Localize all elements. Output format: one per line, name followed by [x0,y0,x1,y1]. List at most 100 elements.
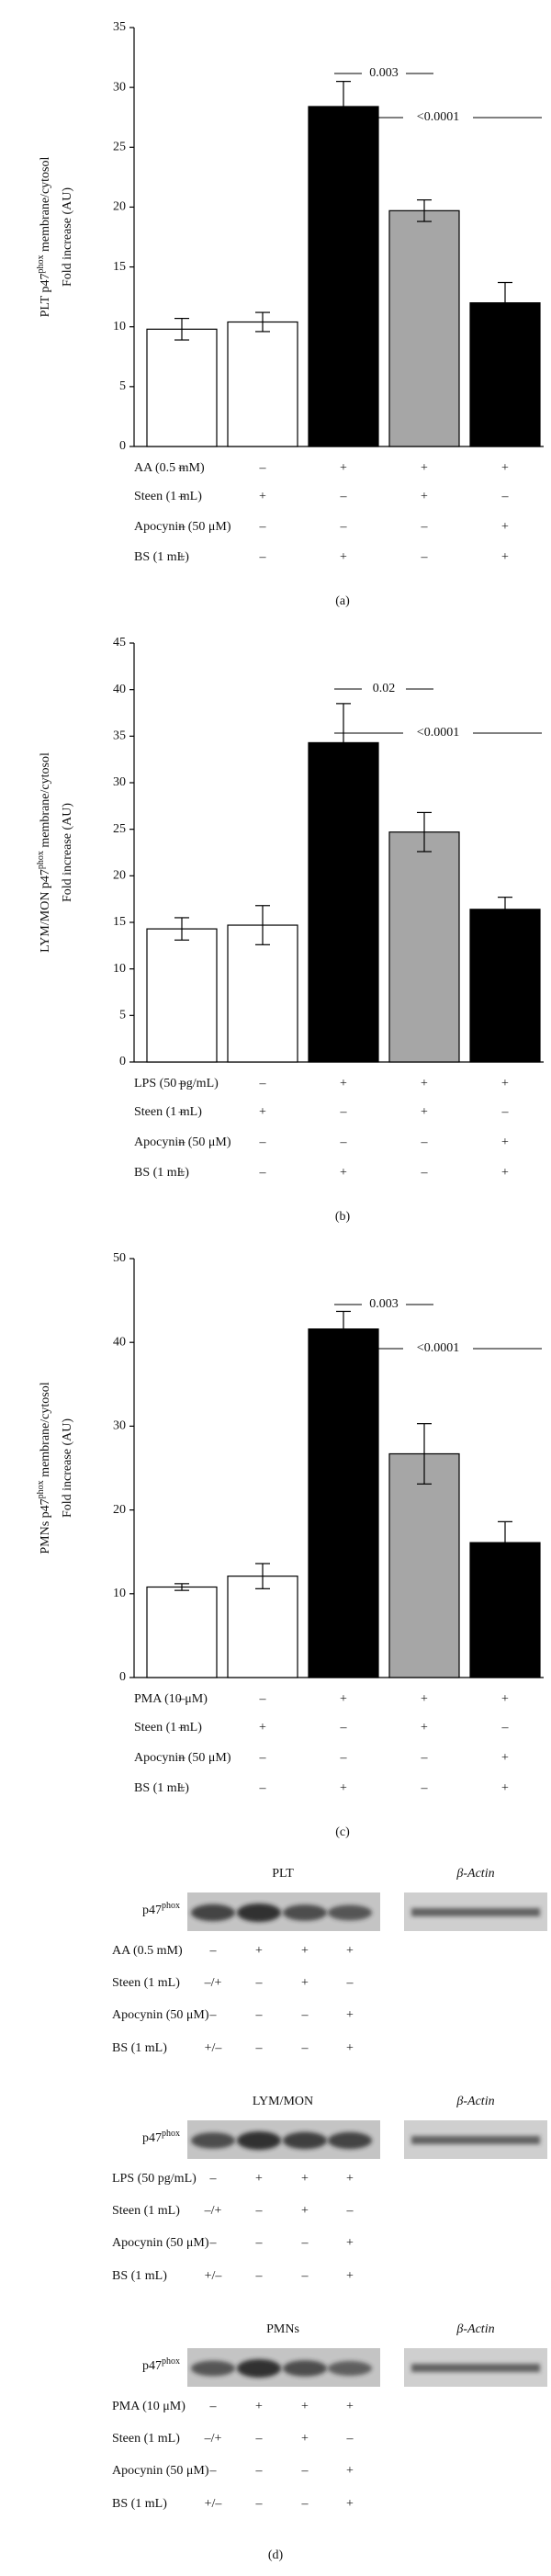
condition-sign: + [421,1105,428,1119]
condition-sign: + [501,1077,509,1090]
condition-label: LPS (50 pg/mL) [112,2172,197,2186]
condition-label: BS (1 mL) [112,2041,167,2055]
condition-sign: – [255,2204,264,2218]
condition-sign: – [340,1135,348,1149]
y-tick-label: 0 [119,439,126,453]
condition-sign: – [340,1105,348,1119]
condition-sign: – [209,2464,218,2478]
condition-label: Steen (1 mL) [112,2432,180,2446]
bar [388,209,460,447]
condition-sign: – [421,1781,429,1795]
condition-sign: – [255,2432,264,2446]
y-tick-label: 30 [113,1419,126,1433]
condition-label: AA (0.5 mM) [112,1944,183,1958]
condition-sign: + [340,1781,347,1795]
condition-sign: + [501,520,509,534]
y-axis-label-text: PLT p47 [39,274,52,318]
condition-sign: + [255,1944,263,1958]
y-tick-label: 25 [113,822,126,836]
y-tick-label: 40 [113,683,126,696]
condition-sign: + [255,2172,263,2186]
y-axis-label: PLT p47phox membrane/cytosol [36,157,52,318]
protein-label-sup: phox [162,2356,180,2367]
y-tick-label: 10 [113,1587,126,1600]
condition-sign: – [259,550,267,564]
condition-sign: – [255,2464,264,2478]
panel-label: (a) [335,594,350,608]
blot-band [191,1904,235,1922]
blot-band [191,2360,235,2377]
condition-sign: + [340,1166,347,1180]
y-tick-label: 40 [113,1335,126,1349]
y-tick-label: 5 [119,379,126,393]
condition-sign: – [501,490,510,503]
condition-sign: + [346,2236,354,2250]
condition-sign: + [346,2400,354,2413]
condition-sign: + [346,2041,354,2055]
bar [469,1542,541,1678]
annotation: 0.003 [369,1297,399,1311]
y-axis-label: PMNs p47phox membrane/cytosol [36,1382,52,1554]
bar [146,928,218,1063]
condition-sign: –/+ [204,2432,222,2446]
condition-sign: – [421,550,429,564]
y-tick-label: 15 [113,260,126,274]
actin-title: β-Actin [455,2322,494,2336]
condition-sign: – [178,520,186,534]
y-tick-label: 20 [113,200,126,214]
y-tick-label: 35 [113,20,126,34]
protein-label-text: p47 [142,2131,162,2145]
annotation: 0.003 [369,66,399,80]
y-axis-label-text: LYM/MON p47 [39,869,52,953]
condition-sign: +/– [205,2041,223,2055]
y-axis-label: Fold increase (AU) [61,803,74,902]
condition-sign: – [178,461,186,475]
y-tick-label: 30 [113,80,126,94]
condition-sign: – [301,2269,309,2283]
condition-sign: – [255,2269,264,2283]
condition-sign: – [255,2497,264,2511]
condition-sign: – [501,1105,510,1119]
condition-sign: – [301,2008,309,2022]
actin-title: β-Actin [455,2095,494,2108]
condition-sign: – [178,1751,186,1765]
condition-sign: +/– [205,2497,223,2511]
condition-sign: +/– [205,2269,223,2283]
bar [388,831,460,1063]
condition-label: Apocynin (50 μM) [134,1135,231,1149]
condition-sign: – [259,1135,267,1149]
actin-band [411,2364,540,2372]
protein-label: p47phox [142,2129,180,2145]
condition-sign: – [421,1135,429,1149]
actin-band [411,1908,540,1916]
condition-sign: – [259,1077,267,1090]
condition-sign: – [340,1721,348,1734]
blot-band [328,2361,372,2376]
condition-sign: + [501,1166,509,1180]
condition-sign: + [421,1077,428,1090]
y-tick-label: 20 [113,1503,126,1517]
condition-label: LPS (50 pg/mL) [134,1077,219,1090]
condition-sign: + [346,2497,354,2511]
blot-band [328,2131,372,2150]
condition-sign: – [209,2008,218,2022]
y-axis-label-text: membrane/cytosol [39,157,52,255]
condition-sign: – [209,2400,218,2413]
condition-label: Steen (1 mL) [112,2204,180,2218]
bar [227,1576,298,1678]
bar [469,302,541,447]
condition-sign: + [501,1751,509,1765]
condition-sign: + [501,1135,509,1149]
protein-label: p47phox [142,1901,180,1917]
bar [227,321,298,447]
condition-sign: – [301,2041,309,2055]
condition-sign: + [301,2204,309,2218]
condition-sign: + [421,1721,428,1734]
protein-label-text: p47 [142,1904,162,1917]
blot-title: PLT [272,1867,294,1881]
condition-sign: + [340,1077,347,1090]
protein-label: p47phox [142,2356,180,2373]
condition-sign: – [209,2172,218,2186]
condition-sign: – [501,1721,510,1734]
